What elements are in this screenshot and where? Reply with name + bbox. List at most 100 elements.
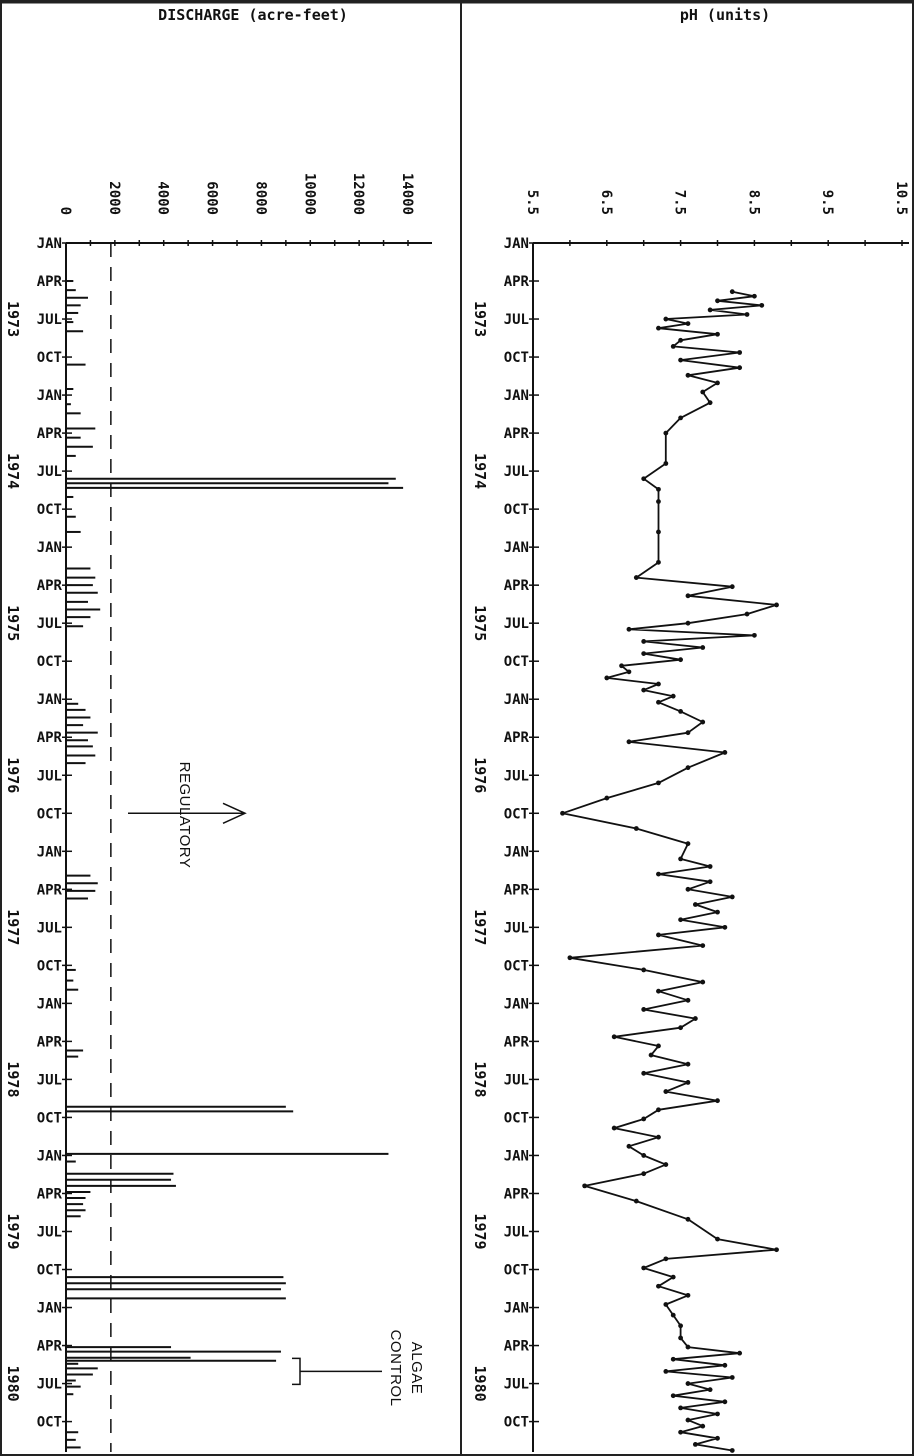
ph-point [707,400,713,406]
ph-month-label: JUL [504,1072,529,1088]
ph-month-label: JUL [504,616,529,632]
ph-point [648,1052,654,1058]
dis-year-label: 1974 [4,453,22,489]
dis-month-label: JAN [37,692,62,708]
ph-point [604,795,610,801]
dis-month-label: APR [37,274,63,290]
ph-point [722,750,728,755]
ph-x-ticks: 5.5 6.5 7.5 8.5 9.5 10.5 [524,181,909,215]
dis-month-label: JUL [37,920,62,936]
ph-point [685,1381,691,1386]
ph-month-label: JAN [504,236,529,252]
ph-point [685,620,691,626]
ph-month-label: JAN [504,692,529,708]
ph-year-label: 1977 [471,909,489,945]
dis-month-label: OCT [37,350,62,366]
ph-month-label: JUL [504,312,529,328]
ph-month-label: OCT [504,1415,529,1431]
ph-point [722,1362,728,1368]
ph-point [715,298,720,304]
ph-month-label: OCT [504,1110,529,1126]
dis-month-label: JUL [37,1072,62,1088]
ph-point [663,430,669,436]
ph-point [678,415,683,421]
dis-month-label: OCT [37,958,62,974]
dis-month-label: JUL [37,464,62,480]
ph-year-label: 1973 [471,301,489,337]
ph-point [678,357,683,363]
discharge-axes [65,240,432,1452]
ph-point [685,321,691,326]
discharge-year-labels: 1973 1974 1975 1976 1977 1978 1979 1980 [4,301,22,1402]
ph-month-label: JUL [504,768,529,784]
ph-month-label: JUL [504,1224,529,1240]
ph-point [707,879,713,885]
ph-point [641,476,647,482]
ph-point [663,1089,669,1094]
dis-month-label: APR [37,1339,63,1355]
ph-point [641,687,647,693]
ph-point [663,1369,669,1374]
ph-point [685,841,691,847]
algae-label-line2: CONTROL [387,1330,404,1407]
dis-year-label: 1979 [4,1213,22,1249]
ph-point [774,602,779,608]
dis-month-label: APR [37,730,63,746]
ph-point [715,331,720,337]
ph-point [663,316,669,322]
ph-point [663,1162,669,1167]
ph-month-label: APR [504,1186,530,1202]
ph-point [641,1153,647,1158]
ph-point [774,1247,779,1253]
ph-month-labels: JAN APR JUL OCT JAN APR JUL OCT JAN APR JUL OCT JAN A… [504,236,539,1431]
ph-point [656,325,661,331]
ph-point [670,1393,676,1399]
ph-point [656,699,661,705]
ph-point [656,1107,661,1113]
ph-point [626,739,632,745]
dis-year-label: 1975 [4,605,22,641]
ph-axes [532,240,909,1452]
ph-point [722,1399,728,1405]
ph-point [685,1216,691,1222]
discharge-x-ticks: 0 2000 4000 6000 8000 10000 12000 14000 [57,173,415,215]
ph-point [641,1070,647,1076]
ph-point [567,955,573,961]
regulatory-label: REGULATORY [176,762,193,869]
ph-year-label: 1979 [471,1213,489,1249]
dis-month-label: OCT [37,654,62,670]
ph-point [656,988,661,994]
ph-point [611,1034,617,1040]
ph-point [641,967,647,973]
ph-x-tick-label: 5.5 [524,190,540,215]
dis-x-tick-label: 0 [57,207,73,215]
ph-point [633,575,639,580]
ph-month-label: OCT [504,654,529,670]
ph-point [663,1302,669,1307]
ph-point [737,350,743,355]
ph-month-label: JAN [504,1148,529,1164]
ph-point [685,372,691,378]
ph-point [678,1323,683,1329]
dis-month-label: JAN [37,996,62,1012]
ph-point [715,1098,720,1104]
ph-point [560,810,565,816]
ph-point [678,1429,683,1435]
dis-month-label: JUL [37,768,62,784]
dis-month-label: OCT [37,806,62,822]
ph-point [692,1441,698,1447]
ph-year-label: 1974 [471,453,489,489]
ph-month-label: JUL [504,464,529,480]
ph-year-label: 1978 [471,1061,489,1097]
dis-month-label: JUL [37,1377,62,1393]
ph-month-label: APR [504,578,530,594]
discharge-month-labels: JAN APR JUL OCT JAN APR JUL OCT JAN APR JUL OCT JAN A… [37,236,72,1431]
ph-year-label: 1975 [471,605,489,641]
ph-point [656,780,661,786]
ph-point [700,389,706,395]
dis-year-label: 1973 [4,301,22,337]
ph-point [663,1256,669,1262]
ph-point [641,1116,647,1122]
ph-point [678,1025,683,1031]
